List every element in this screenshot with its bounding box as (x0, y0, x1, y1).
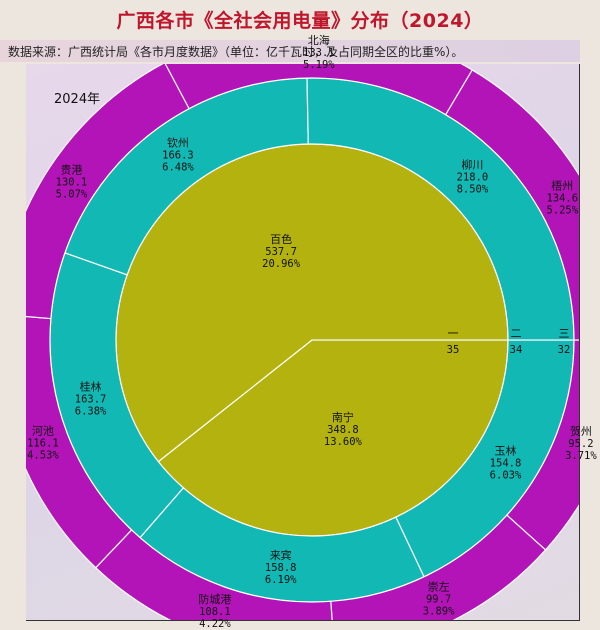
slice-label-name-百色: 百色 (270, 232, 292, 246)
slice-label-pct-梧州: 5.25% (546, 204, 578, 216)
ring-label-2: 二 (511, 327, 522, 340)
slice-label-value-防城港: 108.1 (199, 606, 231, 618)
slice-label-pct-南宁: 13.60% (324, 436, 363, 448)
slice-label-name-梧州: 梧州 (551, 178, 573, 192)
ring-count-1: 35 (447, 344, 460, 356)
slice-label-pct-贺州: 3.71% (565, 450, 597, 462)
slice-label-pct-柳川: 8.50% (457, 184, 489, 196)
slice-贵港 (26, 64, 190, 320)
ring-label-3: 三 (559, 327, 570, 340)
slice-label-value-贺州: 95.2 (568, 438, 593, 450)
slice-label-value-贵港: 130.1 (56, 177, 88, 189)
slice-label-name-钦州: 钦州 (167, 136, 189, 149)
slice-label-pct-崇左: 3.89% (423, 606, 455, 618)
slice-崇左 (330, 514, 547, 620)
slice-label-name-玉林: 玉林 (494, 444, 516, 458)
ring-label-1: 一 (448, 327, 459, 340)
slice-label-value-来宾: 158.8 (265, 562, 297, 574)
slice-label-pct-百色: 20.96% (262, 258, 301, 270)
slice-梧州 (444, 69, 579, 341)
slice-label-pct-防城港: 4.22% (199, 618, 231, 630)
slice-label-pct-河池: 4.53% (27, 450, 59, 462)
chart-subtitle: 数据来源：广西统计局《各市月度数据》（单位：亿千瓦时，及占同期全区的比重%）。 (8, 45, 464, 59)
slice-label-name-桂林: 桂林 (80, 379, 102, 393)
slice-label-pct-桂林: 6.38% (75, 405, 107, 417)
slice-label-value-南宁: 348.8 (327, 424, 359, 436)
slice-label-value-河池: 116.1 (27, 438, 59, 450)
ring-count-3: 32 (558, 344, 571, 356)
slice-label-pct-来宾: 6.19% (265, 574, 297, 586)
slice-label-value-钦州: 166.3 (162, 149, 194, 161)
slice-label-pct-贵港: 5.07% (56, 189, 88, 201)
slice-label-value-玉林: 154.8 (490, 458, 522, 470)
slice-label-value-北海: 133.1 (303, 47, 335, 59)
slice-label-name-南宁: 南宁 (332, 410, 354, 424)
slice-label-pct-北海: 5.19% (303, 59, 335, 71)
slice-label-value-梧州: 134.6 (546, 192, 578, 204)
slice-label-value-柳川: 218.0 (457, 172, 489, 184)
slice-label-name-柳川: 柳川 (461, 158, 483, 172)
slice-label-name-防城港: 防城港 (198, 592, 231, 606)
ring-count-2: 34 (510, 344, 523, 356)
slice-label-name-崇左: 崇左 (428, 581, 450, 594)
year-label: 2024年 (54, 92, 101, 107)
slice-label-name-河池: 河池 (32, 425, 54, 438)
slice-label-value-崇左: 99.7 (426, 594, 451, 606)
slice-label-pct-钦州: 6.48% (162, 161, 194, 173)
slice-label-pct-玉林: 6.03% (490, 470, 522, 482)
chart-title: 广西各市《全社会用电量》分布（2024） (116, 10, 484, 32)
slice-label-name-贺州: 贺州 (570, 425, 592, 438)
slice-河池 (26, 315, 133, 569)
slice-label-value-百色: 537.7 (265, 246, 297, 258)
slice-label-value-桂林: 163.7 (75, 393, 107, 405)
slice-label-name-来宾: 来宾 (270, 548, 292, 562)
slice-label-name-贵港: 贵港 (60, 164, 82, 177)
subtitle-band (0, 40, 580, 62)
slice-label-name-北海: 北海 (308, 33, 330, 47)
